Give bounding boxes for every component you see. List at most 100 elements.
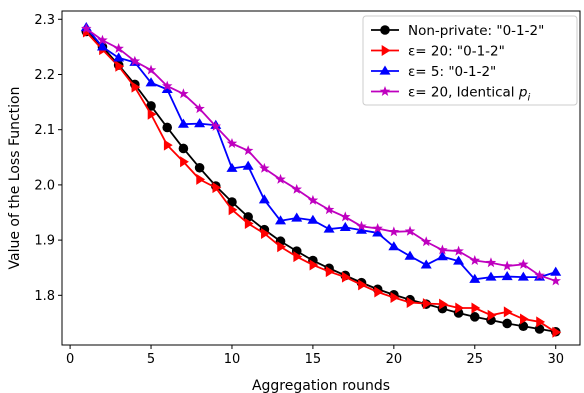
- data-point: [131, 81, 141, 93]
- data-point: [212, 182, 222, 194]
- data-point: [210, 120, 222, 131]
- data-point: [503, 306, 513, 318]
- data-point: [163, 139, 173, 151]
- y-axis-label: Value of the Loss Function: [7, 87, 23, 270]
- y-tick-label: 2.2: [34, 68, 55, 83]
- data-point: [404, 225, 416, 236]
- series-4: [81, 23, 561, 286]
- data-point: [550, 266, 562, 276]
- data-point: [275, 215, 287, 225]
- legend-label: ε= 5: "0-1-2": [408, 64, 496, 80]
- data-point: [485, 271, 497, 281]
- data-point: [487, 309, 497, 321]
- legend-marker: [380, 25, 390, 35]
- data-point: [372, 223, 383, 233]
- data-point: [113, 52, 125, 62]
- data-point: [180, 156, 189, 168]
- data-point: [341, 271, 351, 283]
- data-point: [501, 260, 513, 271]
- y-tick-label: 1.9: [34, 234, 55, 249]
- data-point: [178, 88, 189, 99]
- data-point: [469, 273, 481, 283]
- data-point: [453, 245, 464, 256]
- y-tick-label: 2.3: [34, 13, 55, 28]
- data-point: [485, 257, 497, 268]
- data-point: [226, 162, 238, 172]
- series-line: [85, 27, 557, 282]
- data-point: [162, 122, 173, 133]
- x-tick-label: 20: [386, 352, 403, 367]
- data-point: [226, 138, 238, 148]
- data-point: [194, 162, 205, 173]
- data-point: [244, 218, 254, 230]
- data-point: [436, 251, 448, 261]
- data-point: [196, 173, 206, 185]
- data-point: [518, 321, 529, 332]
- data-point: [355, 224, 367, 234]
- data-point: [291, 183, 302, 194]
- data-point: [194, 118, 206, 128]
- data-point: [552, 326, 562, 338]
- data-point: [307, 194, 319, 205]
- axis-ticks: 0 5 10 15 20 25 30 1.8 1.9 2.0 2.1 2.2 2.3: [34, 13, 564, 367]
- x-tick-label: 15: [305, 352, 322, 367]
- data-point: [96, 41, 108, 51]
- data-point: [520, 313, 529, 325]
- data-point: [372, 227, 384, 237]
- data-point: [291, 212, 303, 222]
- data-point: [390, 292, 400, 304]
- data-point: [502, 318, 512, 329]
- data-point: [325, 266, 335, 278]
- data-point: [439, 298, 448, 310]
- data-point: [518, 258, 529, 269]
- legend-item: ε= 20: "0-1-2": [371, 44, 505, 60]
- legend-marker: [381, 45, 391, 56]
- data-point: [145, 77, 157, 87]
- legend-item: Non-private: "0-1-2": [371, 23, 544, 39]
- legend-box: [362, 15, 578, 106]
- series-2: [82, 26, 562, 338]
- data-point: [356, 220, 367, 231]
- legend-label: Non-private: "0-1-2": [408, 23, 544, 39]
- x-axis-label: Aggregation rounds: [252, 378, 390, 393]
- data-point: [242, 145, 254, 156]
- data-point: [277, 241, 287, 253]
- data-point: [227, 197, 237, 207]
- data-point: [178, 143, 189, 154]
- x-tick-label: 10: [224, 352, 241, 367]
- legend-marker: [379, 65, 391, 75]
- data-point: [259, 162, 270, 173]
- y-tick-label: 1.8: [34, 289, 55, 304]
- x-tick-label: 25: [467, 352, 484, 367]
- y-tick-label: 2.1: [34, 123, 55, 138]
- data-point: [501, 271, 513, 281]
- x-tick-label: 30: [547, 352, 564, 367]
- data-point: [161, 80, 173, 91]
- data-point: [536, 316, 546, 328]
- data-point: [388, 241, 400, 251]
- legend-item: ε= 20, Identical pi: [371, 85, 530, 104]
- data-point: [358, 279, 367, 291]
- data-point: [374, 286, 384, 298]
- data-point: [228, 204, 238, 216]
- data-point: [146, 101, 156, 111]
- legend-label: ε= 20: "0-1-2": [408, 44, 505, 60]
- data-point: [309, 259, 319, 271]
- data-point: [307, 214, 319, 224]
- y-tick-label: 2.0: [34, 178, 55, 193]
- data-point: [420, 259, 432, 269]
- data-point: [422, 298, 432, 310]
- data-point: [469, 255, 481, 265]
- data-point: [97, 34, 108, 45]
- data-point: [404, 250, 416, 260]
- data-point: [339, 221, 351, 231]
- data-point: [406, 296, 416, 308]
- data-point: [113, 43, 124, 53]
- data-point: [550, 275, 561, 286]
- data-point: [323, 204, 335, 215]
- legend: Non-private: "0-1-2" ε= 20: "0-1-2" ε= 5: …: [362, 15, 578, 106]
- data-point: [323, 223, 335, 233]
- data-point: [145, 64, 157, 75]
- legend-item: ε= 5: "0-1-2": [371, 64, 496, 80]
- data-point: [115, 60, 125, 72]
